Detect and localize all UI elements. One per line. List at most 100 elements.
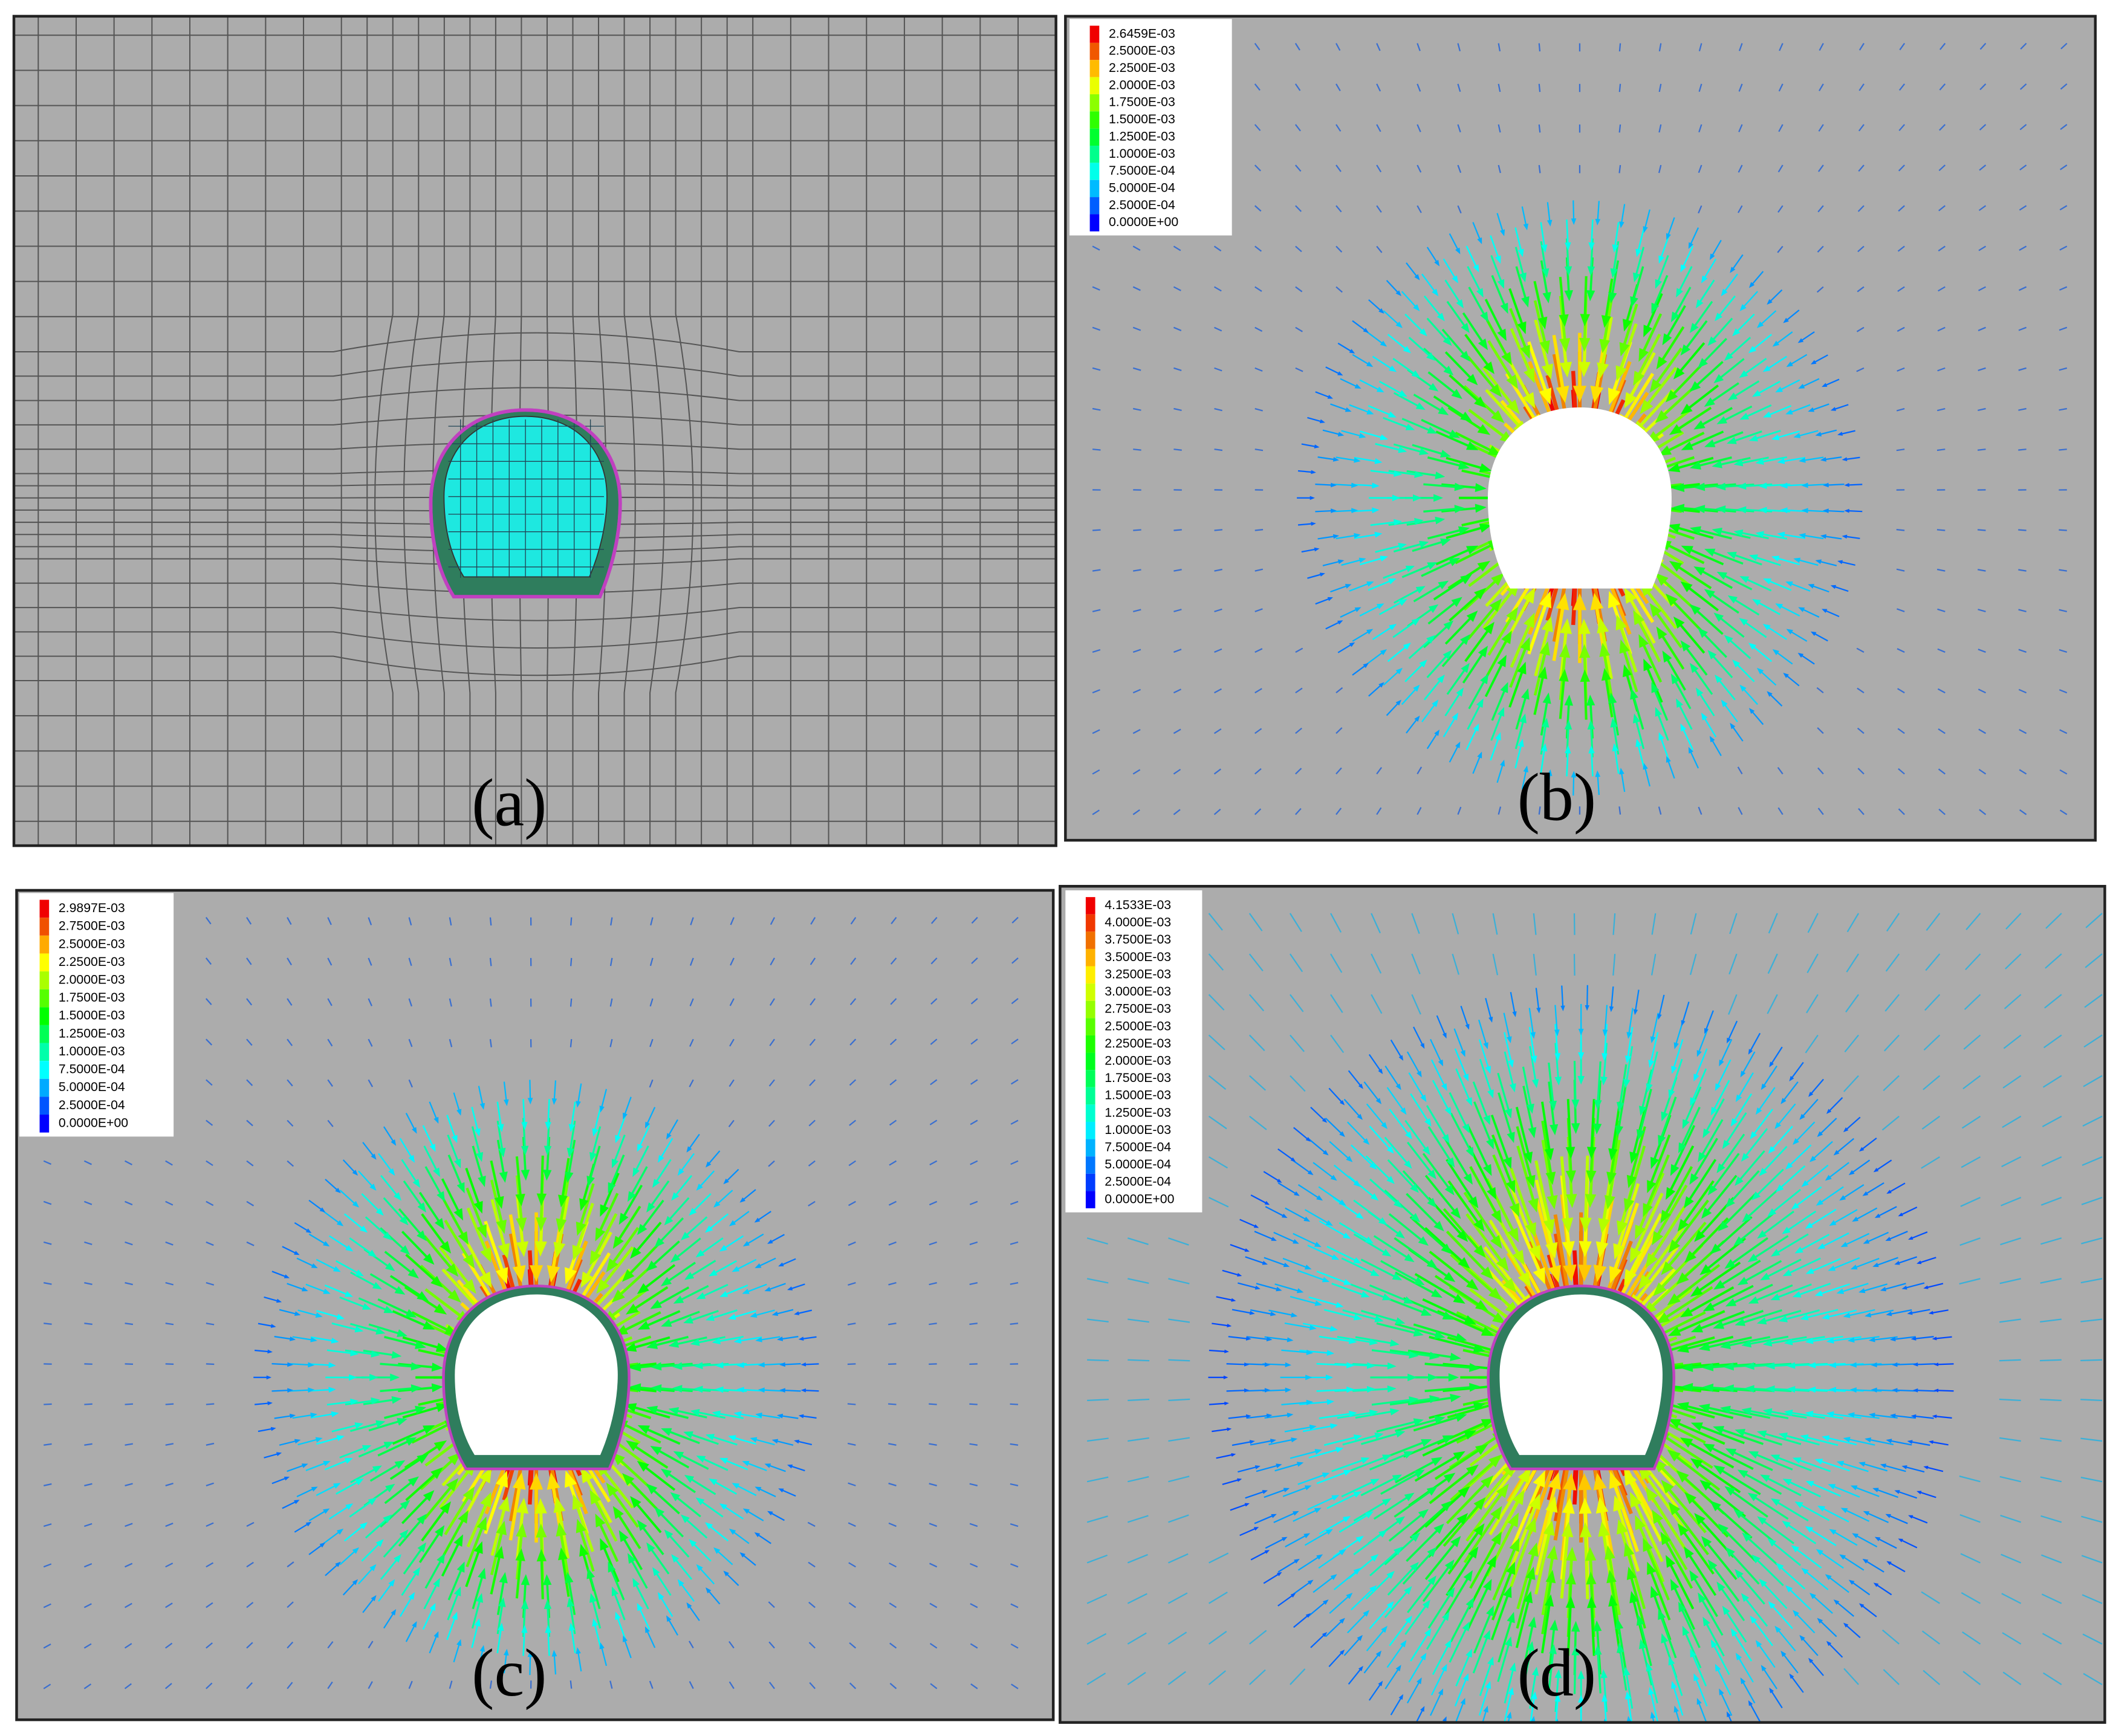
vector [1620,771,1626,792]
vector-head [1808,407,1815,412]
vector-head [1670,673,1679,685]
vector [1817,808,1824,815]
vector [1650,953,1657,976]
vector-head [1331,508,1337,513]
vector [2018,649,2027,653]
vector-head [1418,1236,1429,1246]
legend-label: 5.0000E-04 [59,1080,125,1094]
vector [1326,1492,1358,1509]
vector [1516,1145,1536,1205]
vector-head [1748,1049,1753,1055]
vector [1292,1581,1311,1596]
vector [1384,1065,1400,1087]
vector-head [1673,1042,1679,1049]
vector-head [1880,1286,1887,1292]
vector [246,1561,254,1568]
vector [1749,1703,1761,1722]
vector [399,1595,414,1617]
vector [1353,1233,1387,1255]
vector-head [1554,1669,1562,1679]
vector [1939,83,1946,91]
vector-head [1787,1362,1796,1369]
vector-head [1785,1585,1793,1593]
legend-swatch [1089,94,1100,112]
vector [615,1511,641,1549]
vector-head [1862,1558,1869,1564]
vector [1248,913,1263,931]
vector [1704,1098,1725,1134]
vector [634,1500,662,1534]
vector-head [1528,1616,1537,1628]
vector [1583,676,1588,720]
vector [1450,1112,1472,1153]
vector-head [1858,1288,1866,1294]
vector-head [1785,581,1793,587]
vector [1728,1170,1760,1205]
vector [326,1401,354,1406]
vector-head [1793,1138,1800,1145]
vector [363,1349,397,1357]
vector-head [750,1437,758,1443]
vector-head [1311,522,1316,526]
vector [1999,1475,2021,1483]
vector-head [1789,1673,1794,1679]
vector-head [536,1549,547,1562]
vector [1503,1012,1511,1040]
vector [2059,529,2067,531]
vector [655,1286,690,1307]
vector [1718,615,1745,638]
vector-head [1254,1465,1261,1469]
legend-label: 2.6459E-03 [1109,26,1175,40]
vector [1370,521,1398,526]
vector-head [1477,424,1491,435]
vector-head [1237,1272,1242,1277]
vector [43,1644,51,1649]
vector [1897,648,1905,653]
vector-head [1793,1610,1800,1617]
vector-head [323,1508,330,1514]
vector [1840,1462,1869,1472]
vector-head [1679,1437,1693,1448]
vector-head [1542,268,1550,279]
vector [1884,1034,1900,1052]
vector-head [1716,1581,1725,1592]
vector [1331,1459,1366,1472]
vector [2059,769,2068,775]
vector-head [705,1314,715,1321]
vector-head [1643,325,1652,338]
vector [1910,1309,1930,1314]
vector [1426,317,1449,343]
vector-head [1343,1279,1352,1285]
vector [608,1288,648,1320]
vector-head [336,1220,344,1226]
vector-head [494,1196,504,1210]
vector [1010,1323,1019,1325]
vector [1127,1593,1147,1604]
vector-head [1595,770,1601,777]
vector-head [417,1453,429,1464]
vector-head [1539,340,1550,355]
vector [1423,295,1443,318]
vector-head [1702,1362,1714,1372]
vector-head [1681,1729,1686,1735]
vector [368,957,372,966]
vector-head [1541,616,1553,633]
vector [1504,1667,1514,1704]
vector-head [1759,1167,1767,1176]
vector [1128,1437,1149,1442]
vector-head [621,1269,635,1282]
vector [1457,806,1462,815]
vector [1516,1549,1536,1610]
vector-head [1314,547,1320,552]
vector-head [1638,348,1649,362]
vector [449,957,452,967]
vector [1373,1235,1410,1260]
vector [2083,1075,2103,1087]
vector-head [654,1237,665,1248]
vector-head [1587,720,1595,730]
vector [1294,83,1301,91]
vector-head [415,1341,427,1349]
vector-head [1481,1326,1495,1336]
vector [1393,392,1421,409]
vector [1387,1565,1416,1596]
